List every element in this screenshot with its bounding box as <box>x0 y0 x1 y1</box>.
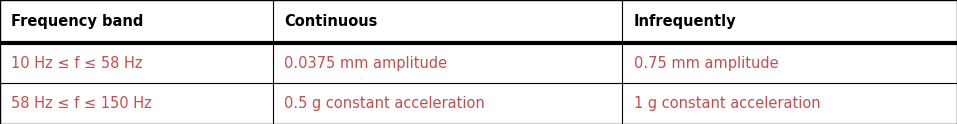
Text: Frequency band: Frequency band <box>11 14 144 29</box>
Text: 58 Hz ≤ f ≤ 150 Hz: 58 Hz ≤ f ≤ 150 Hz <box>11 96 152 111</box>
Text: 0.0375 mm amplitude: 0.0375 mm amplitude <box>284 56 447 71</box>
Text: 1 g constant acceleration: 1 g constant acceleration <box>634 96 820 111</box>
Text: 0.75 mm amplitude: 0.75 mm amplitude <box>634 56 778 71</box>
Text: 0.5 g constant acceleration: 0.5 g constant acceleration <box>284 96 485 111</box>
Text: 10 Hz ≤ f ≤ 58 Hz: 10 Hz ≤ f ≤ 58 Hz <box>11 56 143 71</box>
Text: Continuous: Continuous <box>284 14 378 29</box>
Text: Infrequently: Infrequently <box>634 14 736 29</box>
